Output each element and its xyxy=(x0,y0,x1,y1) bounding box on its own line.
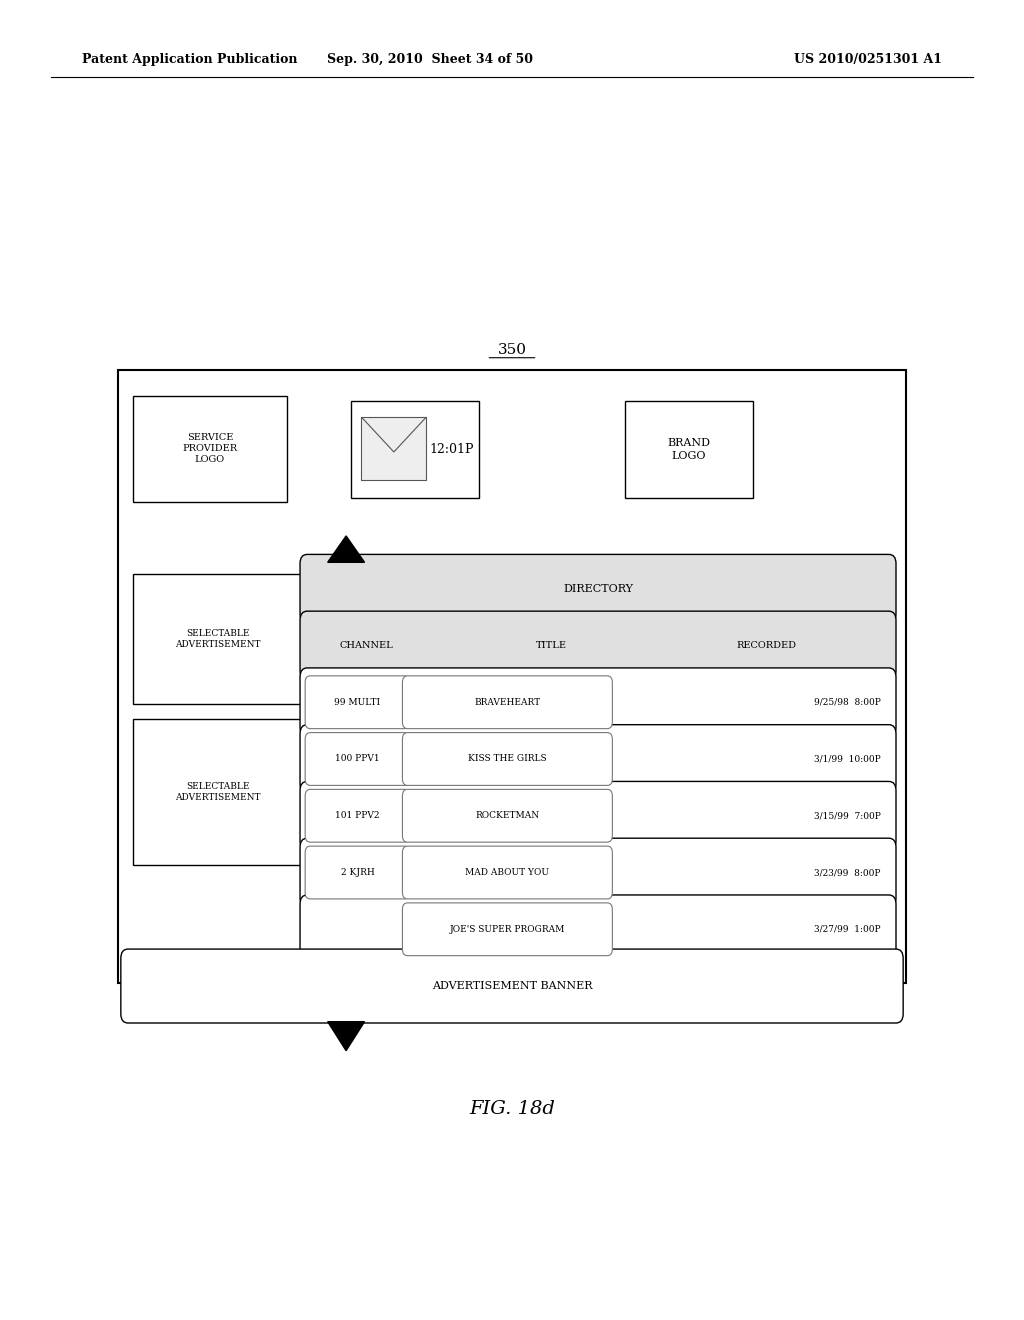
FancyBboxPatch shape xyxy=(402,733,612,785)
Text: Patent Application Publication: Patent Application Publication xyxy=(82,53,297,66)
FancyBboxPatch shape xyxy=(300,668,896,737)
Text: 12:01P: 12:01P xyxy=(429,444,474,455)
FancyBboxPatch shape xyxy=(300,611,896,680)
Text: JOE'S SUPER PROGRAM: JOE'S SUPER PROGRAM xyxy=(450,925,565,933)
Text: Sep. 30, 2010  Sheet 34 of 50: Sep. 30, 2010 Sheet 34 of 50 xyxy=(327,53,534,66)
FancyBboxPatch shape xyxy=(351,401,479,498)
Text: 100 PPV1: 100 PPV1 xyxy=(335,755,380,763)
Text: RECORDED: RECORDED xyxy=(736,642,797,649)
Text: US 2010/0251301 A1: US 2010/0251301 A1 xyxy=(794,53,942,66)
FancyBboxPatch shape xyxy=(402,676,612,729)
FancyBboxPatch shape xyxy=(305,789,410,842)
Text: KISS THE GIRLS: KISS THE GIRLS xyxy=(468,755,547,763)
Text: SERVICE
PROVIDER
LOGO: SERVICE PROVIDER LOGO xyxy=(182,433,238,465)
Polygon shape xyxy=(328,1022,365,1051)
Text: 99 MULTI: 99 MULTI xyxy=(334,698,381,706)
FancyBboxPatch shape xyxy=(305,846,410,899)
FancyBboxPatch shape xyxy=(305,676,410,729)
Text: DIRECTORY: DIRECTORY xyxy=(563,583,633,594)
Text: 3/23/99  8:00P: 3/23/99 8:00P xyxy=(814,869,881,876)
Text: BRAVEHEART: BRAVEHEART xyxy=(474,698,541,706)
FancyBboxPatch shape xyxy=(133,719,302,865)
Text: ROCKETMAN: ROCKETMAN xyxy=(475,812,540,820)
FancyBboxPatch shape xyxy=(121,949,903,1023)
FancyBboxPatch shape xyxy=(133,574,302,704)
Text: 3/1/99  10:00P: 3/1/99 10:00P xyxy=(814,755,881,763)
Text: 2 KJRH: 2 KJRH xyxy=(341,869,374,876)
FancyBboxPatch shape xyxy=(133,396,287,502)
Polygon shape xyxy=(328,536,365,562)
FancyBboxPatch shape xyxy=(402,789,612,842)
FancyBboxPatch shape xyxy=(118,370,906,983)
Text: 9/25/98  8:00P: 9/25/98 8:00P xyxy=(814,698,881,706)
FancyBboxPatch shape xyxy=(625,401,753,498)
FancyBboxPatch shape xyxy=(361,417,426,480)
Text: 101 PPV2: 101 PPV2 xyxy=(335,812,380,820)
FancyBboxPatch shape xyxy=(300,838,896,907)
FancyBboxPatch shape xyxy=(300,554,896,623)
Text: 350: 350 xyxy=(498,343,526,356)
FancyBboxPatch shape xyxy=(305,733,410,785)
FancyBboxPatch shape xyxy=(402,846,612,899)
Text: 3/27/99  1:00P: 3/27/99 1:00P xyxy=(814,925,881,933)
Text: BRAND
LOGO: BRAND LOGO xyxy=(668,438,710,461)
Text: ADVERTISEMENT BANNER: ADVERTISEMENT BANNER xyxy=(432,981,592,991)
FancyBboxPatch shape xyxy=(402,903,612,956)
Text: SELECTABLE
ADVERTISEMENT: SELECTABLE ADVERTISEMENT xyxy=(175,628,260,649)
Text: 3/15/99  7:00P: 3/15/99 7:00P xyxy=(814,812,881,820)
Text: CHANNEL: CHANNEL xyxy=(340,642,393,649)
Text: SELECTABLE
ADVERTISEMENT: SELECTABLE ADVERTISEMENT xyxy=(175,781,260,803)
FancyBboxPatch shape xyxy=(300,895,896,964)
Text: FIG. 18d: FIG. 18d xyxy=(469,1100,555,1118)
FancyBboxPatch shape xyxy=(300,725,896,793)
Text: MAD ABOUT YOU: MAD ABOUT YOU xyxy=(465,869,550,876)
FancyBboxPatch shape xyxy=(300,781,896,850)
Text: TITLE: TITLE xyxy=(536,642,567,649)
